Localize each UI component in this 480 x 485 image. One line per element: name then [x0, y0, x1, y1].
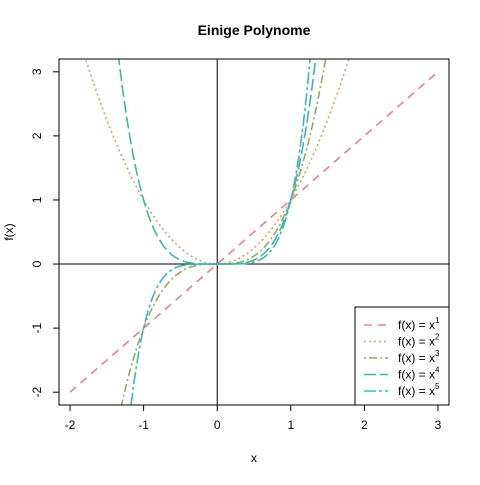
y-tick-label: -2 [30, 387, 44, 398]
x-tick-label: 3 [435, 418, 442, 432]
y-axis: -2 -1 0 1 2 3 [30, 68, 60, 398]
legend-label-2: f(x) = x2 [398, 333, 440, 349]
y-tick-label: 0 [30, 260, 44, 267]
series-line-2 [84, 59, 350, 265]
legend-exponent: 4 [435, 366, 440, 375]
y-axis-label: f(x) [2, 223, 16, 240]
x-tick-label: 2 [361, 418, 368, 432]
legend-exponent: 2 [435, 333, 440, 342]
x-axis-label: x [251, 451, 257, 465]
series-line-5 [130, 59, 311, 405]
series-line-1 [69, 71, 439, 393]
series-line-4 [117, 59, 317, 265]
y-tick-label: 3 [30, 68, 44, 75]
y-tick-label: 2 [30, 132, 44, 139]
reference-lines [59, 59, 449, 405]
y-tick-label: -1 [30, 322, 44, 333]
x-tick-label: 1 [287, 418, 294, 432]
legend-label-4: f(x) = x4 [398, 366, 440, 382]
legend: f(x) = x1f(x) = x2f(x) = x3f(x) = x4f(x)… [354, 306, 450, 406]
legend-label-1: f(x) = x1 [398, 316, 440, 332]
y-tick-label: 1 [30, 196, 44, 203]
series-line-3 [120, 59, 327, 405]
legend-label-3: f(x) = x3 [398, 349, 440, 365]
series-group [69, 59, 439, 405]
x-axis: -2 -1 0 1 2 3 [65, 404, 442, 432]
chart-title: Einige Polynome [198, 22, 311, 38]
legend-label-5: f(x) = x5 [398, 382, 440, 398]
legend-exponent: 5 [435, 382, 440, 391]
x-tick-label: -1 [138, 418, 149, 432]
legend-exponent: 1 [435, 316, 440, 325]
x-tick-label: 0 [214, 418, 221, 432]
x-tick-label: -2 [65, 418, 76, 432]
legend-box [354, 306, 450, 406]
legend-exponent: 3 [435, 349, 440, 358]
